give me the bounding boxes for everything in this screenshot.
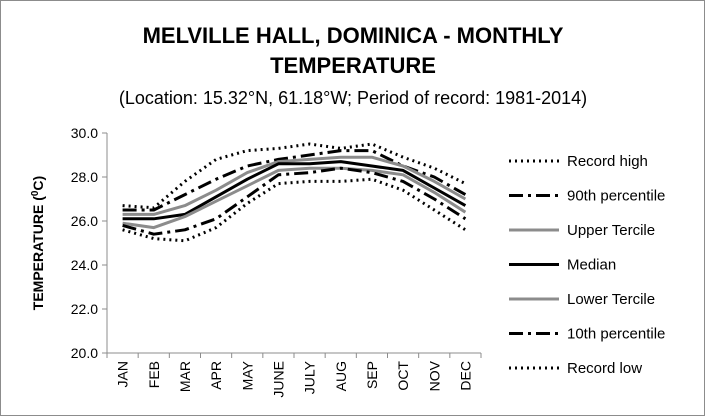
y-tick-label: 26.0 — [71, 213, 98, 229]
x-tick-label: AUG — [333, 361, 349, 391]
x-tick-label: MAR — [177, 361, 193, 392]
x-tick-label: FEB — [146, 361, 162, 388]
x-tick-label: JULY — [302, 360, 318, 394]
axes — [102, 132, 482, 358]
y-tick-label: 22.0 — [71, 301, 98, 317]
x-tick-label: SEP — [364, 361, 380, 389]
x-tick-label: JAN — [115, 361, 131, 387]
legend-label: Lower Tercile — [567, 291, 655, 308]
x-tick-label: NOV — [426, 360, 442, 391]
x-tick-label: OCT — [395, 361, 411, 391]
x-tick-labels: JAN FEB MAR APR MAY JUNE JULY AUG SEP OCT NOV DEC — [115, 360, 474, 397]
y-tick-label: 24.0 — [71, 257, 98, 273]
series-line — [122, 142, 467, 210]
y-tick-label: 20.0 — [71, 345, 98, 361]
legend-label: Record low — [567, 360, 642, 377]
y-tick-label: 30.0 — [71, 125, 98, 141]
chart-title-line2: TEMPERATURE — [270, 53, 436, 78]
legend-label: Upper Tercile — [567, 222, 655, 239]
series-line — [122, 155, 467, 216]
y-tick-labels: 20.0 22.0 24.0 26.0 28.0 30.0 — [71, 125, 98, 361]
x-tick-label: DEC — [457, 361, 473, 391]
y-axis-label-main: TEMPERATURE ( — [30, 196, 46, 310]
legend: Record high 90th percentile Upper Tercile M… — [509, 153, 665, 377]
x-tick-label: APR — [208, 361, 224, 390]
series-lines — [122, 142, 467, 243]
series-line — [122, 166, 467, 236]
legend-label: 10th percentile — [567, 326, 665, 343]
series-line — [122, 177, 467, 243]
series-line — [122, 166, 467, 230]
y-tick-label: 28.0 — [71, 169, 98, 185]
chart-subtitle: (Location: 15.32°N, 61.18°W; Period of r… — [119, 88, 587, 108]
legend-label: Record high — [567, 153, 648, 170]
y-axis-label-sup: 0 — [30, 190, 41, 196]
x-tick-label: MAY — [239, 360, 255, 390]
series-line — [122, 160, 467, 221]
legend-label: 90th percentile — [567, 188, 665, 205]
x-tick-label: JUNE — [270, 361, 286, 398]
y-axis-label: TEMPERATURE (0C) — [30, 176, 46, 310]
legend-label: Median — [567, 257, 616, 274]
chart-title-line1: MELVILLE HALL, DOMINICA - MONTHLY — [143, 23, 564, 48]
y-axis-label-end: C) — [30, 176, 46, 191]
